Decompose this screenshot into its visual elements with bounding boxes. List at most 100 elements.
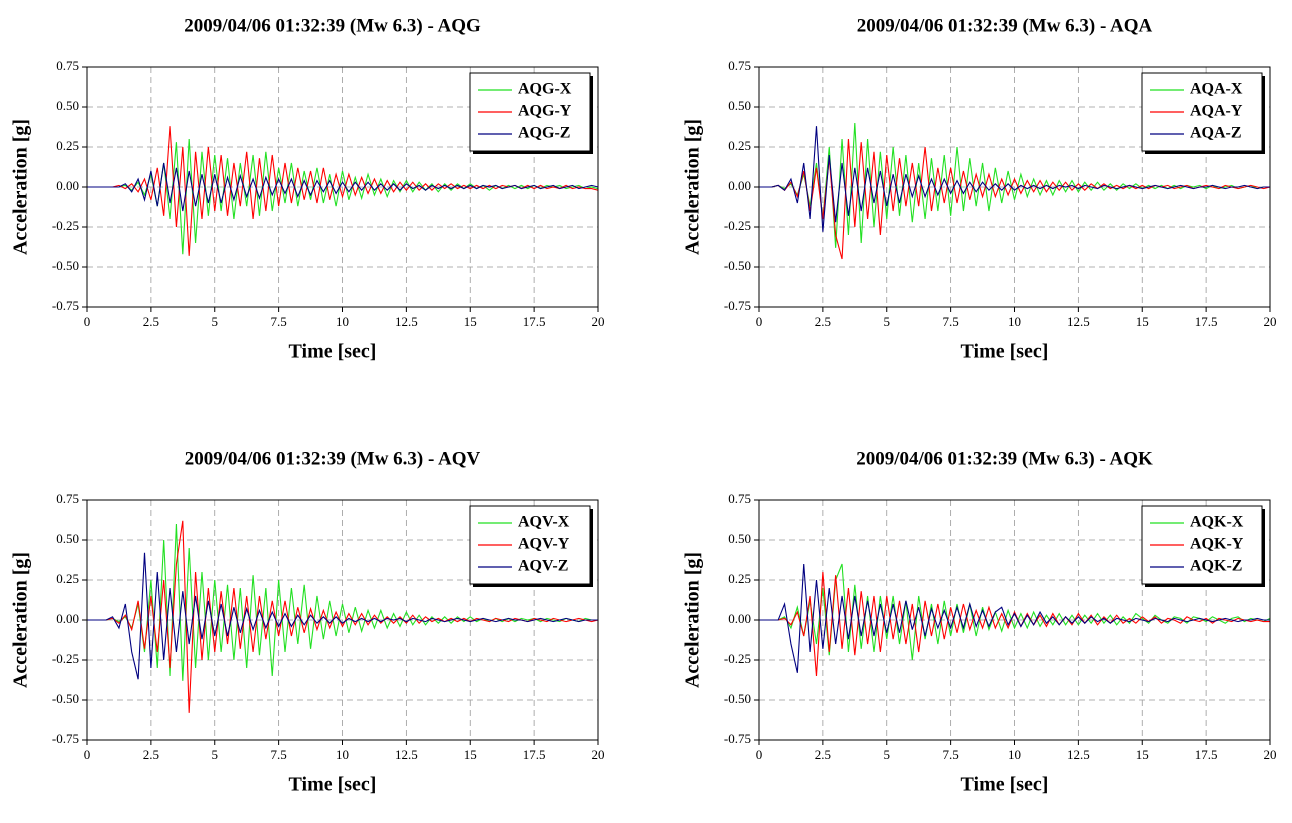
y-tick-label: 0.50 [56,531,79,546]
x-tick-label: 15 [1136,747,1149,762]
x-tick-label: 12.5 [395,747,418,762]
y-tick-label: -0.50 [724,691,751,706]
x-tick-label: 7.5 [943,747,959,762]
y-tick-label: -0.25 [52,218,79,233]
y-tick-label: 0.25 [56,571,79,586]
y-tick-label: -0.25 [724,218,751,233]
plot-frame [758,66,1271,308]
x-tick-label: 2.5 [143,314,159,329]
y-tick-label: 0.25 [56,138,79,153]
x-tick-label: 15 [464,314,477,329]
y-tick-label: -0.75 [52,298,79,313]
x-tick-label: 17.5 [1195,314,1218,329]
y-tick-label: 0.50 [728,98,751,113]
y-axis-label: Acceleration [g] [10,552,32,688]
series-line [759,126,1270,232]
panel: 2009/04/06 01:32:39 (Mw 6.3) - AQG Time [… [10,15,605,362]
x-tick-label: 7.5 [943,314,959,329]
y-tick-label: -0.50 [52,258,79,273]
series-line [759,563,1270,673]
x-axis-label: Time [sec] [289,774,377,796]
legend-label: AQK-X [1190,514,1244,531]
y-tick-label: -0.25 [724,651,751,666]
series-line [87,162,599,212]
x-tick-label: 5 [884,314,891,329]
x-tick-label: 0 [756,747,763,762]
y-axis-label: Acceleration [g] [682,552,704,688]
y-tick-label: -0.75 [724,298,751,313]
chart-title: 2009/04/06 01:32:39 (Mw 6.3) - AQV [185,448,481,469]
x-tick-label: 10 [1008,747,1021,762]
legend-label: AQG-X [518,81,572,98]
y-axis-label: Acceleration [g] [682,119,704,255]
x-tick-label: 20 [1264,314,1277,329]
legend-label: AQG-Y [518,103,572,120]
x-tick-label: 0 [84,314,91,329]
x-axis-label: Time [sec] [289,341,377,363]
chart-title: 2009/04/06 01:32:39 (Mw 6.3) - AQK [856,448,1153,469]
legend-label: AQV-X [518,514,570,531]
plot-frame [758,499,1271,741]
x-tick-label: 10 [336,747,349,762]
x-tick-label: 7.5 [271,747,287,762]
x-tick-label: 12.5 [1067,314,1090,329]
panel: 2009/04/06 01:32:39 (Mw 6.3) - AQA Time [… [682,15,1277,362]
y-tick-label: -0.50 [724,258,751,273]
chart-title: 2009/04/06 01:32:39 (Mw 6.3) - AQG [184,15,481,36]
y-tick-label: 0.50 [728,531,751,546]
plot-frame [86,499,599,741]
x-tick-label: 15 [464,747,477,762]
x-tick-label: 2.5 [815,314,831,329]
legend-label: AQV-Y [518,536,570,553]
legend-label: AQA-X [1190,81,1243,98]
y-tick-label: -0.75 [724,731,751,746]
x-tick-label: 0 [756,314,763,329]
x-tick-label: 10 [336,314,349,329]
y-tick-label: -0.25 [52,651,79,666]
y-tick-label: -0.75 [52,731,79,746]
legend-label: AQV-Z [518,558,568,575]
y-tick-label: 0.75 [56,58,79,73]
y-tick-label: 0.00 [56,178,79,193]
y-tick-label: 0.75 [56,491,79,506]
y-tick-label: 0.00 [56,611,79,626]
y-axis-label: Acceleration [g] [10,119,32,255]
x-tick-label: 20 [592,747,605,762]
y-tick-label: 0.75 [728,491,751,506]
y-tick-label: 0.25 [728,571,751,586]
legend-label: AQA-Z [1190,125,1242,142]
series-line [87,552,598,680]
y-tick-label: 0.25 [728,138,751,153]
x-tick-label: 2.5 [143,747,159,762]
legend-label: AQG-Z [518,125,570,142]
panel: 2009/04/06 01:32:39 (Mw 6.3) - AQK Time [… [682,448,1277,795]
legend-label: AQK-Z [1190,558,1242,575]
x-tick-label: 12.5 [1067,747,1090,762]
x-tick-label: 2.5 [815,747,831,762]
chart-title: 2009/04/06 01:32:39 (Mw 6.3) - AQA [857,15,1153,36]
x-tick-label: 17.5 [523,314,546,329]
x-tick-label: 5 [884,747,891,762]
x-tick-label: 0 [84,747,91,762]
x-tick-label: 12.5 [395,314,418,329]
x-tick-label: 5 [212,747,219,762]
legend-label: AQA-Y [1190,103,1243,120]
panel: 2009/04/06 01:32:39 (Mw 6.3) - AQV Time [… [10,448,605,795]
x-tick-label: 10 [1008,314,1021,329]
x-tick-label: 17.5 [1195,747,1218,762]
x-axis-label: Time [sec] [961,774,1049,796]
x-tick-label: 7.5 [271,314,287,329]
y-tick-label: -0.50 [52,691,79,706]
x-tick-label: 5 [212,314,219,329]
x-axis-label: Time [sec] [961,341,1049,363]
y-tick-label: 0.00 [728,178,751,193]
plot-frame [86,66,599,308]
series-line [759,571,1270,677]
x-tick-label: 17.5 [523,747,546,762]
y-tick-label: 0.50 [56,98,79,113]
x-tick-label: 20 [592,314,605,329]
y-tick-label: 0.00 [728,611,751,626]
y-tick-label: 0.75 [728,58,751,73]
x-tick-label: 20 [1264,747,1277,762]
